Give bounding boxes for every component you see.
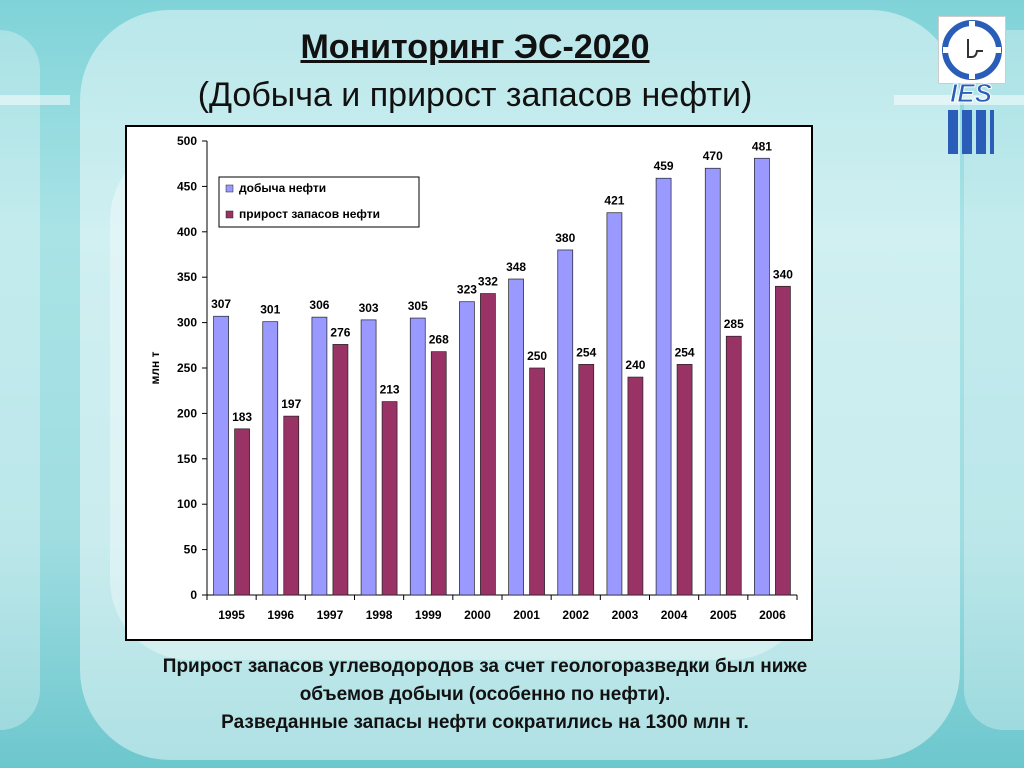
data-label: 213 <box>380 383 400 397</box>
bar-reserve-growth <box>775 285 791 596</box>
chart-legend: добыча нефти прирост запасов нефти <box>218 176 420 228</box>
legend-label: добыча нефти <box>239 181 326 195</box>
data-label: 459 <box>654 159 674 173</box>
data-label: 380 <box>555 231 575 245</box>
note-line-2: объемов добычи (особенно по нефти). <box>299 684 671 705</box>
bar-production <box>311 316 328 596</box>
bar-reserve-growth <box>676 364 693 596</box>
data-label: 332 <box>478 275 498 289</box>
x-tick-label: 2000 <box>464 608 491 622</box>
x-tick-label: 2005 <box>710 608 737 622</box>
bar-reserve-growth <box>627 376 644 596</box>
y-tick-label: 450 <box>177 179 197 193</box>
slide-title: Мониторинг ЭС-2020 <box>300 28 650 66</box>
background-decoration <box>0 95 70 105</box>
chart-bars <box>213 157 791 596</box>
data-label: 254 <box>675 345 695 359</box>
bar-production <box>754 157 770 596</box>
y-tick-label: 400 <box>177 225 197 239</box>
data-label: 250 <box>527 349 547 363</box>
data-label: 303 <box>359 301 379 315</box>
background-decoration <box>0 30 40 730</box>
logo-emblem <box>938 16 1006 84</box>
data-label: 348 <box>506 260 526 274</box>
logo-text: IES <box>950 78 993 108</box>
data-label: 307 <box>211 297 231 311</box>
bar-chart: 0 50 100 150 200 250 300 350 400 450 500 1995 1996 19… <box>125 125 813 641</box>
x-tick-label: 2002 <box>562 608 589 622</box>
data-label: 421 <box>604 194 624 208</box>
y-tick-label: 150 <box>177 452 197 466</box>
data-label: 183 <box>232 410 252 424</box>
slide-subtitle: (Добыча и прирост запасов нефти) <box>197 76 753 114</box>
bar-production <box>459 301 475 596</box>
y-tick-label: 200 <box>177 406 197 420</box>
y-axis-label: млн т <box>148 351 162 384</box>
data-label: 285 <box>724 317 744 331</box>
bar-production <box>213 315 229 596</box>
chart-canvas: 0 50 100 150 200 250 300 350 400 450 500 1995 1996 19… <box>148 134 798 622</box>
data-label: 323 <box>457 283 477 297</box>
x-tick-label: 2006 <box>759 608 786 622</box>
bar-production <box>704 167 721 596</box>
x-tick-label: 2001 <box>513 608 540 622</box>
bar-reserve-growth <box>430 351 447 596</box>
legend-box <box>218 176 420 228</box>
bar-production <box>655 177 672 596</box>
x-tick-label: 1995 <box>218 608 245 622</box>
y-tick-label: 100 <box>177 497 197 511</box>
y-tick-label: 0 <box>190 588 197 602</box>
bar-reserve-growth <box>234 428 250 596</box>
bar-reserve-growth <box>725 335 742 596</box>
x-tick-label: 1999 <box>415 608 442 622</box>
bar-production <box>606 212 623 596</box>
y-tick-label: 300 <box>177 316 197 330</box>
bar-reserve-growth <box>283 415 300 596</box>
data-label: 470 <box>703 149 723 163</box>
chart-axes: 0 50 100 150 200 250 300 350 400 450 500 1995 1996 19… <box>177 134 798 622</box>
data-label: 481 <box>752 139 772 153</box>
bar-production <box>262 321 279 596</box>
bar-production <box>360 319 377 596</box>
x-tick-label: 1998 <box>366 608 393 622</box>
bar-reserve-growth <box>332 344 349 596</box>
y-tick-label: 500 <box>177 134 197 148</box>
data-label: 340 <box>773 267 793 281</box>
y-tick-label: 250 <box>177 361 197 375</box>
ies-logo: IES <box>938 16 1006 156</box>
bar-reserve-growth <box>578 364 595 596</box>
data-label: 197 <box>281 397 301 411</box>
data-label: 306 <box>309 298 329 312</box>
bar-reserve-growth <box>480 293 496 596</box>
note-line-3: Разведанные запасы нефти сократились на … <box>221 712 749 733</box>
legend-label: прирост запасов нефти <box>239 207 380 221</box>
data-label: 305 <box>408 299 428 313</box>
data-label: 240 <box>625 358 645 372</box>
y-tick-label: 350 <box>177 270 197 284</box>
bar-production <box>508 278 524 596</box>
y-tick-label: 50 <box>184 543 198 557</box>
bar-production <box>557 249 574 596</box>
background-decoration <box>894 95 1024 105</box>
bar-reserve-growth <box>529 367 545 596</box>
data-label: 276 <box>330 325 350 339</box>
data-label: 268 <box>429 333 449 347</box>
bar-production <box>409 317 426 596</box>
x-tick-label: 1997 <box>317 608 344 622</box>
bar-reserve-growth <box>381 401 398 596</box>
data-label: 254 <box>576 345 596 359</box>
x-tick-label: 2003 <box>612 608 639 622</box>
x-tick-label: 1996 <box>267 608 294 622</box>
note-line-1: Прирост запасов углеводородов за счет ге… <box>162 656 808 677</box>
x-tick-label: 2004 <box>661 608 688 622</box>
legend-swatch <box>225 210 234 219</box>
data-label: 301 <box>260 303 280 317</box>
legend-swatch <box>225 184 234 193</box>
